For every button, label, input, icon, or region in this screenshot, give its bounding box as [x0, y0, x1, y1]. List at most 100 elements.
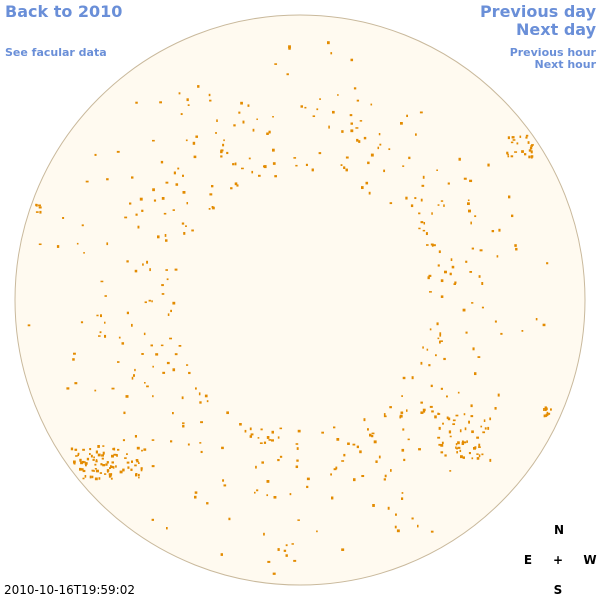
facula	[129, 202, 132, 205]
facula	[401, 497, 404, 500]
facula	[289, 493, 292, 496]
facula	[84, 462, 88, 465]
back-link[interactable]: Back to 2010	[5, 2, 122, 21]
facula	[199, 442, 202, 444]
facula	[151, 518, 155, 521]
facula	[240, 101, 243, 105]
facula	[420, 401, 423, 404]
facula	[261, 461, 264, 464]
facula	[430, 384, 433, 388]
facula	[330, 52, 333, 55]
facula	[85, 180, 89, 183]
facula	[195, 387, 197, 390]
facula	[480, 425, 483, 428]
facula	[91, 475, 94, 479]
facular-link[interactable]: See facular data	[5, 46, 107, 59]
facula	[340, 164, 343, 166]
facula	[160, 344, 164, 347]
facula	[279, 427, 283, 430]
facula	[466, 440, 468, 443]
facula	[378, 133, 381, 136]
facula	[379, 143, 382, 146]
facula	[353, 87, 357, 90]
facula	[467, 199, 470, 202]
facula	[151, 439, 155, 441]
facula	[266, 132, 269, 135]
facula	[343, 453, 346, 457]
facula	[352, 443, 356, 446]
facula	[76, 242, 79, 245]
facula	[420, 198, 423, 202]
facula	[440, 340, 443, 342]
facula	[543, 414, 546, 418]
facula	[97, 445, 100, 448]
facula	[102, 464, 106, 467]
facula	[332, 110, 335, 114]
facula	[104, 295, 107, 297]
facula	[152, 395, 154, 398]
facula	[468, 209, 471, 213]
facula	[161, 197, 165, 200]
facula	[471, 302, 474, 304]
facula	[94, 477, 98, 481]
facula	[255, 465, 257, 469]
facula	[95, 460, 98, 463]
facula	[248, 157, 251, 160]
facula	[443, 357, 446, 361]
facula	[418, 227, 421, 230]
facula	[197, 85, 200, 88]
facula	[431, 410, 434, 413]
facula	[440, 279, 444, 283]
facula	[459, 449, 462, 453]
facula	[295, 443, 299, 445]
facula	[295, 465, 299, 469]
facula	[236, 184, 239, 187]
facula	[463, 413, 466, 416]
facula	[437, 264, 440, 267]
facula	[483, 419, 486, 422]
previous-day-link[interactable]: Previous day	[480, 2, 597, 21]
facula	[166, 527, 168, 530]
previous-hour-link[interactable]: Previous hour	[510, 46, 597, 59]
facula	[481, 453, 484, 456]
facula	[443, 204, 445, 207]
facula	[429, 291, 432, 293]
facula	[117, 361, 120, 363]
facula	[198, 392, 201, 396]
facula	[94, 153, 97, 156]
next-day-link[interactable]: Next day	[516, 20, 597, 39]
facula	[489, 458, 492, 462]
next-hour-link[interactable]: Next hour	[535, 58, 597, 71]
facula	[99, 331, 102, 334]
facula	[446, 395, 448, 398]
facula	[333, 426, 336, 429]
compass-east: E	[524, 553, 532, 567]
facula	[420, 411, 423, 414]
facula	[239, 423, 242, 426]
facula	[216, 119, 218, 123]
facula	[140, 468, 143, 472]
facula	[446, 416, 449, 420]
facula	[531, 156, 533, 159]
facula	[487, 426, 490, 430]
facula	[173, 171, 176, 175]
facula	[131, 323, 133, 327]
facula	[426, 244, 429, 246]
facula	[134, 368, 136, 372]
facula	[99, 472, 103, 474]
facula	[89, 448, 92, 451]
facula	[347, 442, 350, 445]
facula	[74, 382, 78, 385]
facula	[283, 549, 287, 552]
facula	[439, 332, 442, 335]
facula	[471, 247, 475, 250]
facula	[72, 358, 75, 361]
facula	[481, 306, 484, 309]
facula	[125, 395, 129, 398]
facula	[402, 165, 405, 167]
facula	[441, 441, 444, 445]
facula	[544, 406, 547, 410]
facula	[249, 427, 252, 431]
facula	[134, 464, 137, 467]
facula	[252, 128, 255, 132]
